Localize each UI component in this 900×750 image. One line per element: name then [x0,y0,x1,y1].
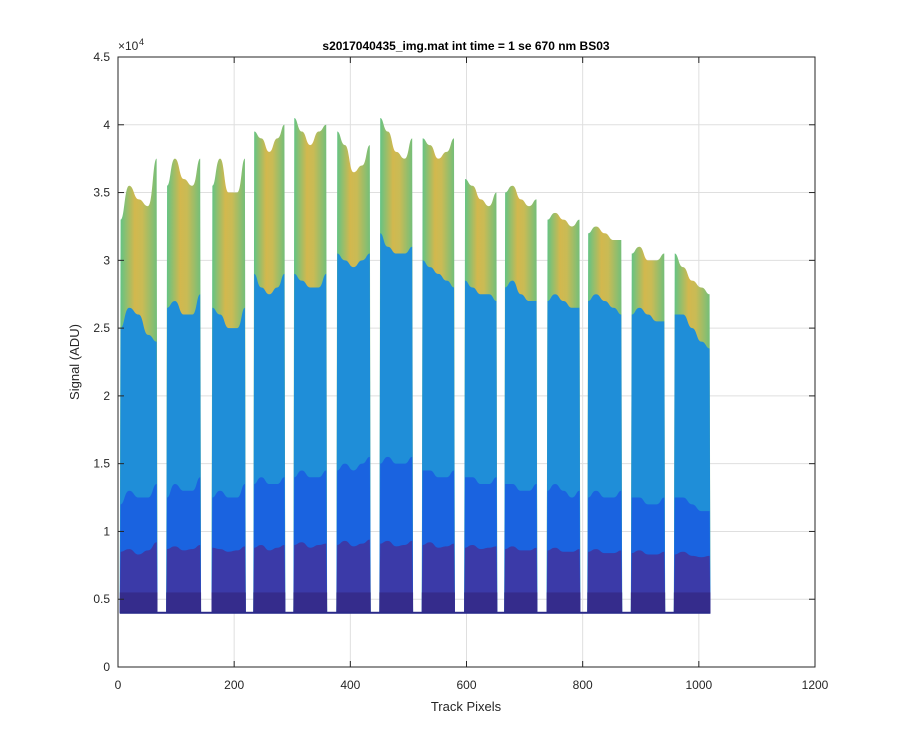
y-axis: 0 0.5 1 1.5 2 2.5 3 3.5 4 4.5 [93,50,815,674]
series-layer [119,118,711,614]
chart-title: s2017040435_img.mat int time = 1 se 670 … [322,39,609,53]
y-tick-label: 3 [103,253,110,267]
x-tick-label: 1000 [685,678,712,692]
y-tick-label: 0.5 [93,592,110,606]
track-2-floor [166,592,202,613]
y-exponent-base: ×10 [118,39,139,53]
track-11 [546,212,581,613]
x-tick-label: 0 [115,678,122,692]
y-tick-label: 2.5 [93,321,110,335]
y-tick-label: 4 [103,118,110,132]
y-axis-label: Signal (ADU) [67,324,82,400]
x-axis: 0 200 400 600 800 1000 1200 [115,57,829,692]
track-4-floor [253,592,286,613]
y-tick-label: 0 [103,660,110,674]
track-6-floor [336,592,371,613]
x-tick-label: 600 [456,678,476,692]
track-3 [211,158,246,613]
track-7-floor [379,592,414,613]
track-3-floor [211,592,246,613]
x-tick-label: 1200 [802,678,829,692]
y-exponent-power: 4 [139,37,144,47]
track-9-floor [464,592,498,613]
track-1 [119,158,158,613]
track-5-floor [293,592,328,613]
track-8-floor [421,592,455,613]
track-2 [166,158,202,613]
track-12-floor [587,592,623,613]
track-13-floor [630,592,666,613]
track-4 [253,124,286,613]
track-13 [630,246,666,613]
track-1-floor [119,592,158,613]
y-tick-label: 1.5 [93,457,110,471]
track-11-floor [546,592,581,613]
baseline-strip [119,611,711,614]
track-14-floor [673,592,711,613]
x-tick-label: 400 [340,678,360,692]
track-10 [504,185,538,613]
track-7 [379,118,414,613]
y-tick-label: 1 [103,524,110,538]
track-9 [464,179,498,613]
y-tick-label: 4.5 [93,50,110,64]
x-axis-label: Track Pixels [431,699,502,714]
track-14 [673,253,711,613]
track-6 [336,131,371,613]
track-5 [293,118,328,613]
track-12 [587,226,623,613]
y-tick-label: 3.5 [93,186,110,200]
y-tick-label: 2 [103,389,110,403]
x-tick-label: 800 [573,678,593,692]
x-tick-label: 200 [224,678,244,692]
track-10-floor [504,592,538,613]
track-8 [421,138,455,613]
